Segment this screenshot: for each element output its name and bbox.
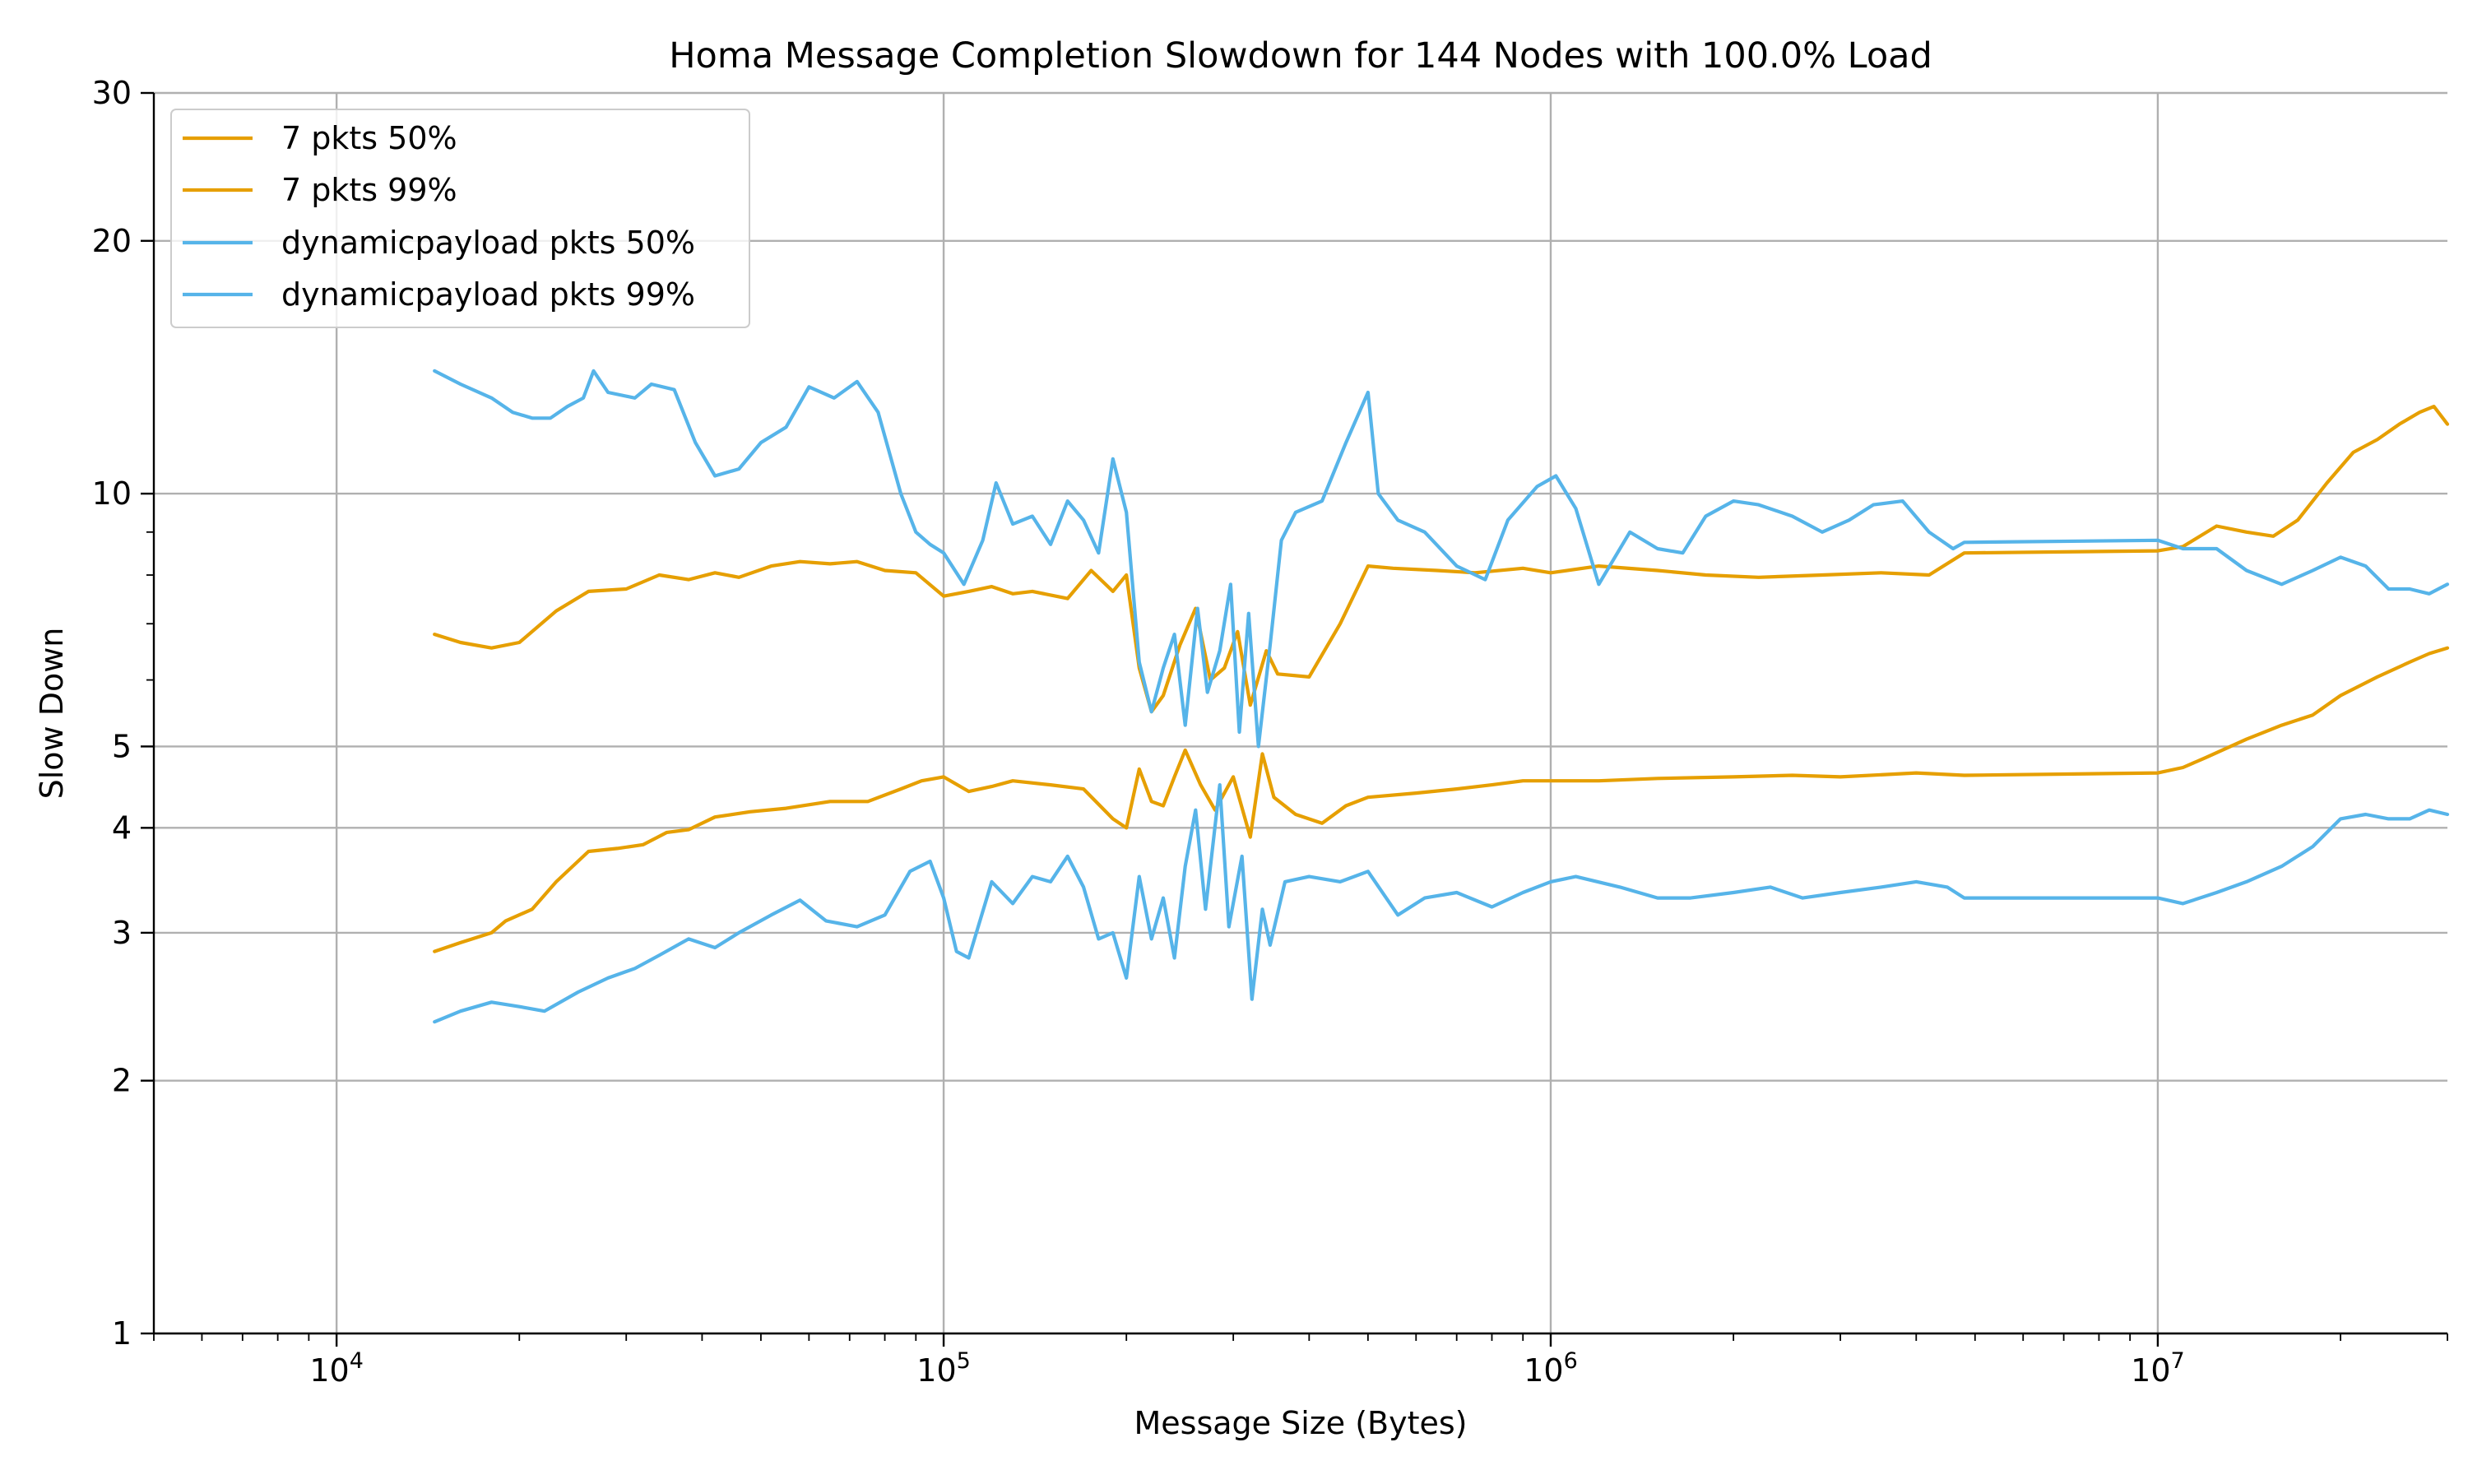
x-tick-label: 105: [916, 1348, 971, 1389]
legend-label-7-pkts-99: 7 pkts 99%: [281, 172, 457, 208]
series-line-2: [433, 783, 2450, 1024]
chart-title: Homa Message Completion Slowdown for 144…: [669, 35, 1932, 77]
legend-label-dynamicpayload-99: dynamicpayload pkts 99%: [281, 276, 695, 313]
y-axis-label: Slow Down: [34, 628, 70, 800]
legend-label-7-pkts-50: 7 pkts 50%: [281, 120, 457, 156]
y-tick-label: 5: [112, 728, 132, 764]
legend-label-dynamicpayload-50: dynamicpayload pkts 50%: [281, 225, 695, 261]
x-tick-label: 107: [2131, 1348, 2185, 1389]
x-tick-label: 106: [1524, 1348, 1578, 1389]
series-line-1: [433, 405, 2450, 714]
y-tick-label: 4: [112, 809, 132, 846]
y-tick-label: 2: [112, 1063, 132, 1099]
y-tick-label: 3: [112, 915, 132, 951]
series-layer: [433, 369, 2450, 1024]
x-tick-label: 104: [309, 1348, 364, 1389]
legend: 7 pkts 50% 7 pkts 99% dynamicpayload pkt…: [170, 109, 750, 328]
series-line-0: [433, 646, 2450, 953]
y-tick-label: 10: [92, 475, 132, 512]
series-line-3: [433, 369, 2450, 749]
axes-layer: [152, 93, 2447, 1335]
y-tick-label: 1: [112, 1315, 132, 1352]
tick-layer: 104 105 106 107 1 2 3 4 5 10 20 30: [92, 75, 2448, 1389]
legend-box: [170, 109, 750, 328]
y-tick-label: 30: [92, 75, 132, 111]
x-axis-label: Message Size (Bytes): [1134, 1405, 1468, 1441]
y-tick-label: 20: [92, 223, 132, 259]
